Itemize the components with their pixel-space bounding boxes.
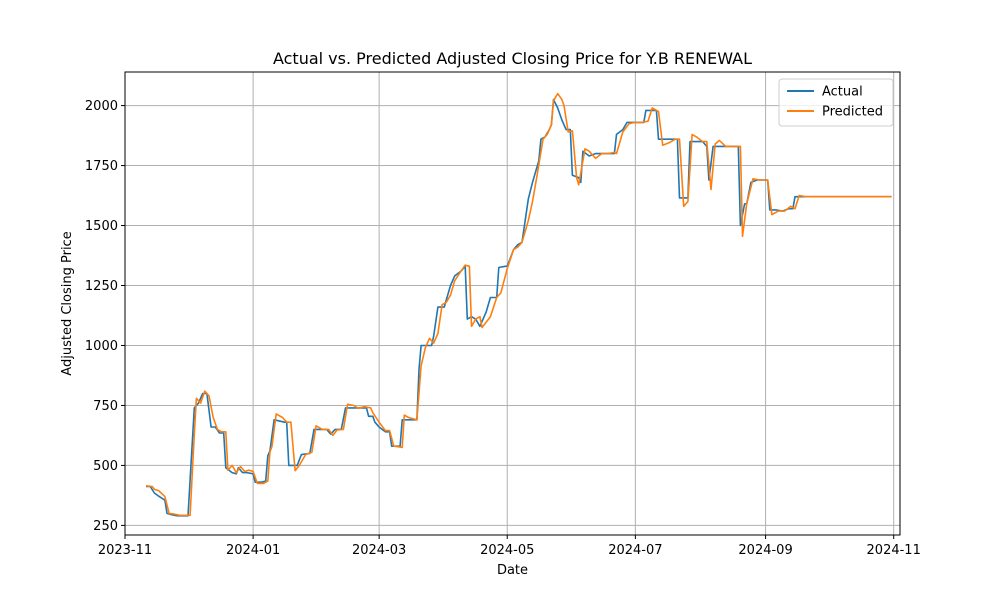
y-tick-label: 1000: [85, 339, 118, 354]
y-tick-label: 750: [93, 399, 118, 414]
x-tick-label: 2024-01: [226, 543, 280, 558]
y-tick-label: 250: [93, 519, 118, 534]
y-tick-label: 1750: [85, 159, 118, 174]
y-tick-label: 1500: [85, 219, 118, 234]
x-axis-label: Date: [497, 563, 528, 578]
x-tick-label: 2023-11: [98, 543, 152, 558]
x-tick-label: 2024-03: [352, 543, 406, 558]
legend-label-actual: Actual: [822, 85, 863, 100]
y-tick-label: 500: [93, 459, 118, 474]
legend-label-predicted: Predicted: [822, 105, 883, 120]
y-tick-label: 2000: [85, 99, 118, 114]
x-tick-label: 2024-09: [738, 543, 792, 558]
x-tick-label: 2024-11: [867, 543, 921, 558]
y-axis-label: Adjusted Closing Price: [60, 231, 75, 375]
chart-title: Actual vs. Predicted Adjusted Closing Pr…: [273, 49, 752, 68]
x-tick-label: 2024-07: [608, 543, 662, 558]
legend: Actual Predicted: [779, 79, 893, 126]
y-tick-label: 1250: [85, 279, 118, 294]
x-tick-label: 2024-05: [480, 543, 534, 558]
